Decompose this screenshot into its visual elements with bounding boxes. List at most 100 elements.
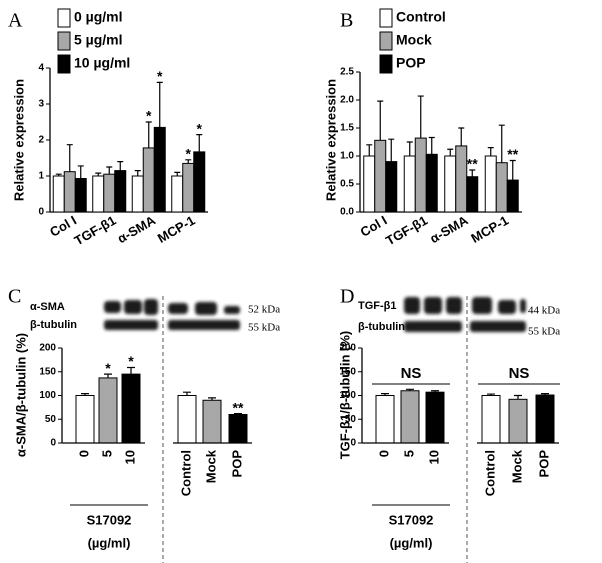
error-bar	[174, 171, 181, 176]
bar	[414, 137, 427, 213]
error-bar	[234, 412, 242, 415]
x-tick-label: TGF-β1	[72, 213, 119, 249]
x-tick-label: 10	[426, 450, 441, 464]
bar	[114, 170, 127, 213]
x-tick-label: 5	[99, 450, 114, 457]
panel-letter: C	[8, 286, 21, 308]
error-bar	[196, 134, 203, 152]
y-tick-label: 150	[39, 366, 56, 377]
significance: **	[507, 146, 518, 162]
y-tick-label: 2.0	[340, 95, 354, 106]
bar	[142, 147, 155, 213]
bar	[182, 162, 195, 213]
blot-size: 55 kDa	[528, 326, 560, 338]
significance: **	[233, 399, 244, 415]
error-bar	[406, 388, 414, 391]
x-tick-label: Mock	[509, 449, 524, 483]
y-tick-label: 100	[39, 390, 56, 401]
error-bar	[117, 161, 124, 171]
y-tick-label: 50	[345, 414, 357, 425]
blot-size: 52 kDa	[248, 304, 280, 316]
x-tick-label: TGF-β1	[383, 213, 430, 249]
bar	[425, 153, 438, 213]
x-tick-label: 0	[76, 450, 91, 457]
bar	[425, 391, 445, 444]
legend-swatch	[379, 54, 393, 74]
group-unit: (µg/ml)	[390, 535, 433, 550]
bar	[484, 155, 497, 213]
error-bar	[447, 148, 454, 156]
significance: **	[467, 156, 478, 172]
y-axis-label: TGF-β1/β-tubulin (%)	[337, 331, 352, 460]
blot-label: α-SMA	[30, 301, 65, 313]
bar	[171, 175, 184, 213]
legend-swatch	[57, 54, 71, 74]
y-tick-label: 0	[350, 438, 356, 449]
x-tick-label: POP	[536, 450, 551, 478]
error-bar	[406, 141, 413, 156]
y-axis-label: Relative expression	[323, 79, 338, 201]
x-tick-label: Control	[482, 450, 497, 496]
y-tick-label: 0	[38, 207, 44, 218]
blot-size: 55 kDa	[248, 322, 280, 334]
legend-label: 0 µg/ml	[74, 9, 123, 25]
legend-swatch	[57, 8, 71, 28]
bar	[228, 414, 248, 444]
error-bar	[431, 390, 439, 393]
bar	[385, 161, 398, 213]
error-bar	[509, 159, 516, 181]
error-bar	[95, 172, 102, 176]
bar	[74, 178, 87, 213]
bar	[92, 175, 105, 213]
panel-letter: A	[8, 10, 23, 32]
error-bar	[514, 394, 522, 400]
x-tick-label: MCP-1	[155, 213, 198, 246]
bar	[444, 155, 457, 213]
ns-label: NS	[509, 365, 530, 382]
legend-swatch	[57, 31, 71, 51]
bar	[193, 151, 206, 213]
error-bar	[77, 165, 84, 179]
error-bar	[487, 147, 494, 156]
significance: *	[128, 353, 134, 369]
x-tick-label: POP	[229, 450, 244, 478]
y-tick-label: 3	[38, 99, 44, 110]
y-tick-label: 200	[39, 343, 56, 354]
legend-label: 5 µg/ml	[74, 32, 123, 48]
bar	[177, 395, 197, 444]
bar	[121, 373, 141, 444]
error-bar	[104, 373, 112, 378]
bar	[466, 176, 479, 213]
error-bar	[106, 166, 113, 175]
blot-size: 44 kDa	[528, 305, 560, 317]
y-axis-label: Relative expression	[11, 79, 26, 201]
panel-letter: D	[340, 286, 354, 308]
bar	[495, 162, 508, 213]
bar	[75, 395, 95, 444]
bar	[363, 155, 376, 213]
panel-letter: B	[340, 10, 353, 32]
ns-label: NS	[401, 365, 422, 382]
bar	[508, 398, 528, 444]
y-tick-label: 1.5	[340, 123, 354, 134]
y-tick-label: 0	[50, 438, 56, 449]
y-tick-label: 2	[38, 135, 44, 146]
error-bar	[55, 173, 62, 176]
x-tick-label: Control	[178, 450, 193, 496]
x-tick-label: α-SMA	[115, 212, 159, 246]
y-tick-label: 1	[38, 171, 44, 182]
error-bar	[388, 138, 395, 162]
error-bar	[381, 393, 389, 396]
legend-swatch	[379, 31, 393, 51]
error-bar	[417, 95, 424, 139]
group-label: S17092	[389, 512, 434, 527]
significance: *	[197, 120, 203, 136]
significance: *	[157, 68, 163, 84]
error-bar	[458, 127, 465, 146]
y-tick-label: 200	[339, 343, 356, 354]
blot	[104, 299, 240, 330]
x-tick-label: 5	[401, 450, 416, 457]
legend-label: Mock	[396, 32, 432, 48]
error-bar	[127, 366, 135, 375]
x-tick-label: Mock	[203, 449, 218, 483]
